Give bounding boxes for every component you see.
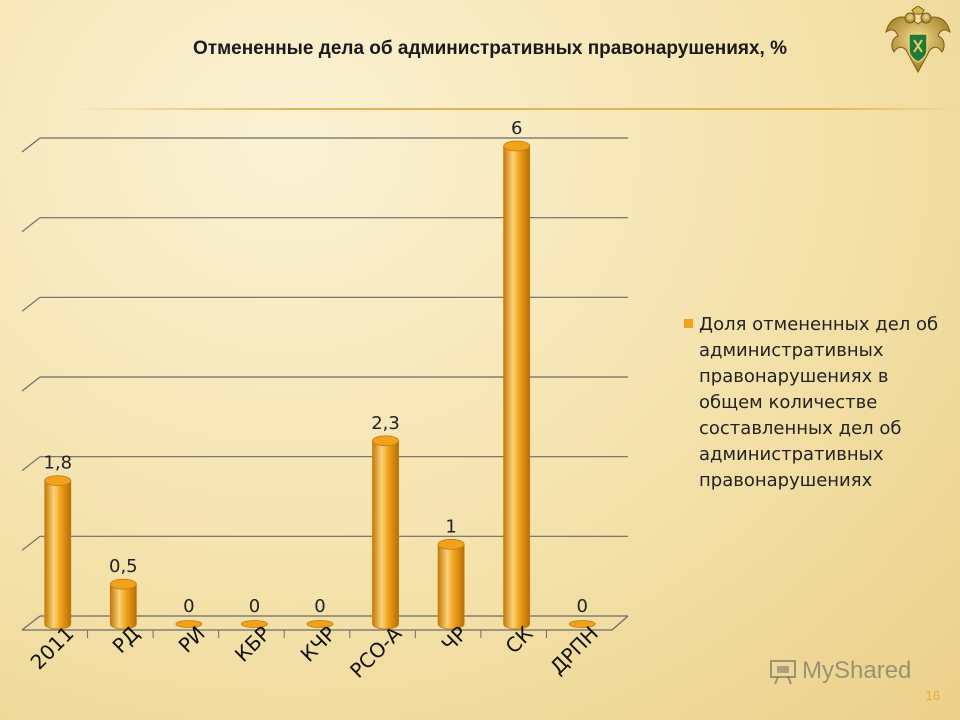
bar: [175, 620, 203, 628]
legend-label: Доля отмененных дел об административных …: [699, 314, 939, 491]
data-label: 0: [314, 596, 325, 617]
gridline: [21, 456, 628, 472]
presentation-board-icon: [770, 660, 796, 685]
chart-floor: [22, 615, 629, 631]
data-label: 2,3: [371, 413, 400, 434]
data-label: 0: [249, 596, 260, 617]
gridline: [21, 137, 628, 153]
data-label: 0: [576, 596, 587, 617]
watermark-text: MyShared: [802, 657, 912, 684]
data-label: 1: [445, 516, 456, 537]
bar: [568, 620, 596, 628]
data-label: 0: [183, 596, 194, 617]
category-tick-label: КБР: [230, 621, 275, 666]
gridline: [21, 535, 628, 551]
bar: [437, 538, 465, 630]
data-label: 1,8: [43, 453, 72, 474]
bar: [44, 475, 72, 630]
bar: [241, 620, 268, 628]
bar: [503, 140, 531, 630]
category-tick-label: РИ: [174, 621, 210, 657]
title-divider: [70, 108, 960, 110]
slide-title: Отмененные дела об административных прав…: [192, 38, 788, 59]
page-number: 16: [925, 688, 940, 703]
category-tick-label: КЧР: [296, 621, 341, 666]
category-tick-label: 2011: [26, 621, 79, 674]
legend-swatch: [684, 319, 693, 328]
watermark: MyShared: [768, 656, 911, 686]
bar: [109, 578, 137, 630]
gridline: [21, 376, 628, 392]
gridline: [21, 217, 628, 233]
gridline: [21, 296, 628, 312]
bar: [306, 620, 334, 628]
data-label: 6: [511, 118, 522, 139]
chart-legend: Доля отмененных дел об административных …: [684, 312, 954, 494]
data-label: 0,5: [109, 556, 138, 577]
bar: [372, 435, 399, 630]
eagle-emblem-icon: [885, 6, 951, 74]
